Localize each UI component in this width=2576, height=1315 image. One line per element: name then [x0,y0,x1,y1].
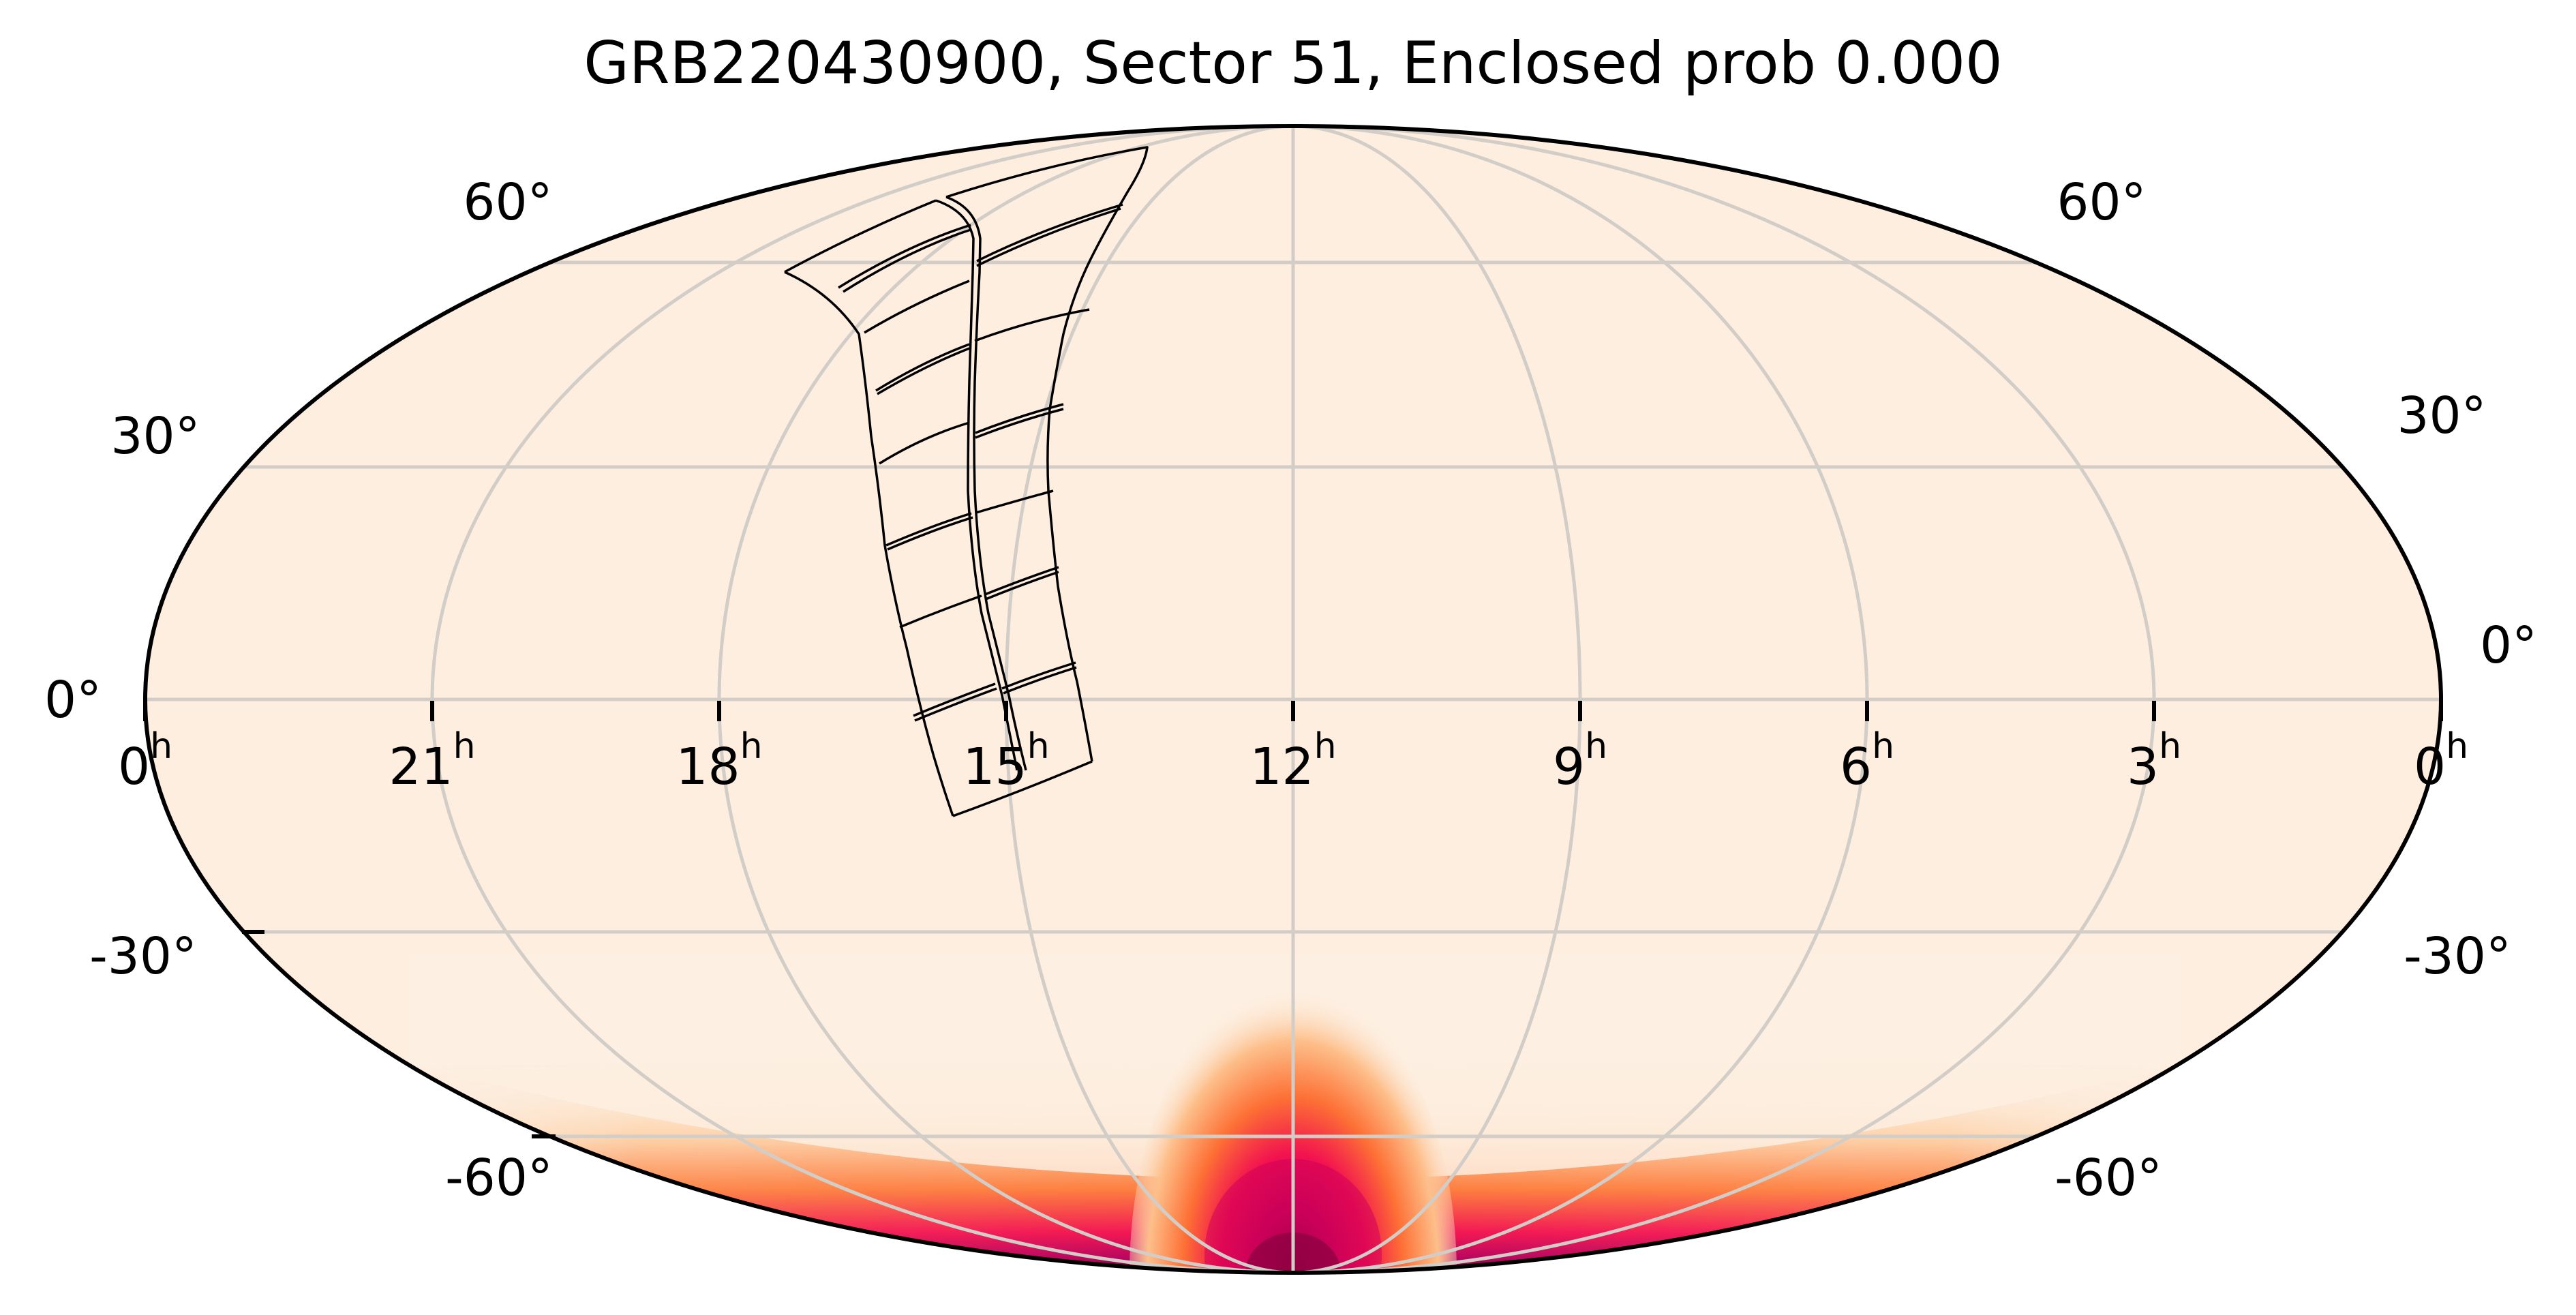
chart-title: GRB220430900, Sector 51, Enclosed prob 0… [584,29,2003,97]
ra-label-9h: 9h [1553,726,1607,796]
ra-label-18h: 18h [676,726,762,796]
dec-label-right-neg30: -30° [2404,927,2511,986]
dec-label-left-neg60: -60° [445,1149,553,1207]
dec-tick-labels-left: 60° 30° 0° -30° -60° [44,173,553,1207]
dec-label-right-0: 0° [2480,616,2537,675]
graticule-meridians [430,124,2156,1275]
sky-boundary [143,124,2443,1275]
ra-label-6h: 6h [1840,726,1894,796]
ra-label-12h: 12h [1249,726,1336,796]
ra-tick-labels: 0h 21h 18h 15h 12h 9h 6h 3h 0h [118,726,2468,796]
ra-label-3h: 3h [2127,726,2181,796]
ra-tick-marks [143,701,2443,1138]
dec-label-left-60: 60° [463,173,552,232]
ra-label-0h-left: 0h [118,726,172,796]
dec-label-right-30: 30° [2397,387,2486,445]
ra-label-21h: 21h [389,726,475,796]
ra-label-0h-right: 0h [2414,726,2468,796]
dec-label-left-neg30: -30° [89,927,197,986]
tess-footprint [784,146,1149,817]
ra-label-15h: 15h [963,726,1049,796]
dec-label-right-neg60: -60° [2055,1149,2162,1207]
dec-label-left-30: 30° [110,407,200,466]
dec-label-right-60: 60° [2057,173,2146,232]
dec-label-left-0: 0° [44,671,102,729]
dec-tick-labels-right: 60° 30° 0° -30° -60° [2055,173,2537,1207]
